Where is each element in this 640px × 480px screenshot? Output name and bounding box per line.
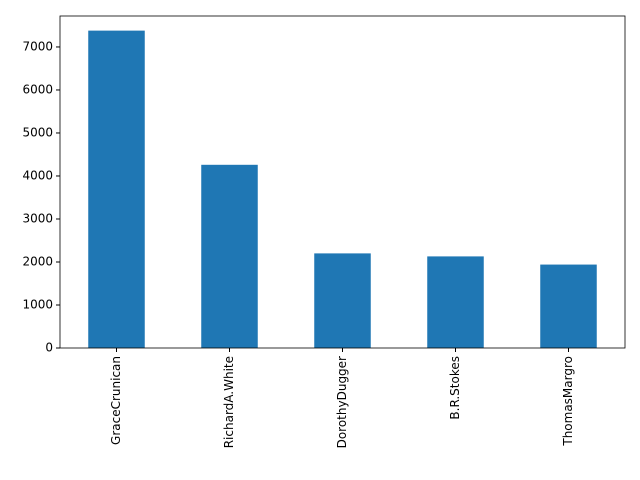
bar: [427, 256, 484, 348]
x-tick-label: B.R.Stokes: [448, 356, 462, 420]
y-tick-label: 4000: [22, 168, 53, 182]
x-tick-label: RichardA.White: [222, 356, 236, 448]
y-tick-label: 7000: [22, 39, 53, 53]
bar: [88, 30, 145, 348]
y-tick-label: 3000: [22, 211, 53, 225]
y-tick-label: 1000: [22, 297, 53, 311]
x-tick-label: ThomasMargro: [561, 356, 575, 447]
bar: [540, 264, 597, 348]
bar: [314, 253, 371, 348]
y-tick-label: 0: [45, 341, 53, 355]
y-tick-label: 2000: [22, 254, 53, 268]
x-tick-label: DorothyDugger: [335, 356, 349, 448]
x-tick-label: GraceCrunican: [109, 356, 123, 445]
bar: [201, 164, 258, 348]
plot-frame: [59, 15, 626, 349]
y-tick-label: 6000: [22, 82, 53, 96]
y-tick-label: 5000: [22, 125, 53, 139]
